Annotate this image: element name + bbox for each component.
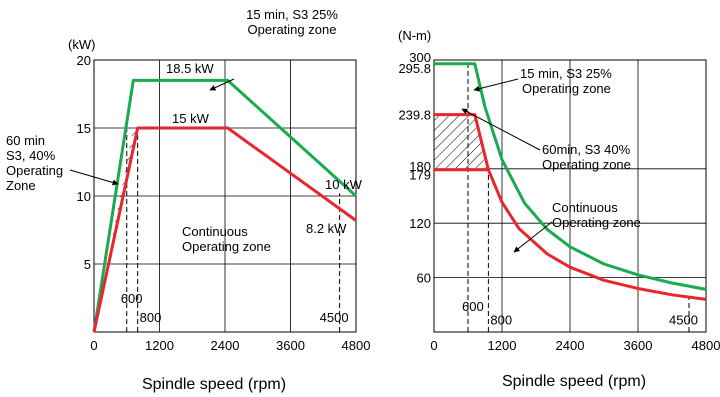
label-18-5-kw: 18.5 kW	[166, 61, 214, 76]
x-tick-label: 0	[430, 338, 437, 353]
annotation-continuous-line2: Operating zone	[182, 239, 271, 254]
y-tick-label: 60	[417, 271, 431, 286]
reference-label: 4500	[320, 310, 349, 325]
annotation-s3-40-line4: Zone	[6, 178, 36, 193]
y-tick-label: 295.8	[398, 61, 431, 76]
arrow-r-s3-40	[461, 108, 541, 151]
annotation-r-continuous-line1: Continuous	[552, 200, 618, 215]
x-tick-label: 4800	[342, 338, 371, 353]
x-tick-label: 1200	[488, 338, 517, 353]
x-tick-label: 3600	[624, 338, 653, 353]
annotation-r-s3-25-line2: Operating zone	[522, 81, 611, 96]
arrow-s3-40	[69, 169, 119, 186]
plot-frame	[433, 59, 707, 333]
x-tick-label: 2400	[211, 338, 240, 353]
x-tick-label: 2400	[556, 338, 585, 353]
y-tick-label: 300	[409, 50, 431, 65]
y-tick-label: 180	[409, 159, 431, 174]
y-tick-label: 15	[77, 121, 91, 136]
y-tick-label: 10	[77, 189, 91, 204]
torque-chart-marks	[434, 62, 707, 301]
series-line-continuous	[92, 126, 357, 333]
power-chart-xlabel: Spindle speed (rpm)	[142, 376, 286, 393]
reference-label: 600	[121, 291, 143, 306]
reference-label: 600	[462, 299, 484, 314]
arrow-r-continuous	[513, 221, 553, 253]
annotation-r-continuous-line2: Operating zone	[552, 215, 641, 230]
label-8-2-kw: 8.2 kW	[306, 221, 347, 236]
reference-label: 800	[140, 310, 162, 325]
annotation-s3-40-line1: 60 min	[6, 133, 45, 148]
torque-chart-ylabel: (N-m)	[398, 28, 431, 43]
reference-label: 800	[490, 313, 512, 328]
power-chart-ylabel: (kW)	[68, 37, 95, 52]
arrow-s3-25	[209, 78, 235, 91]
annotation-s3-25-line1: 15 min, S3 25%	[246, 7, 338, 22]
y-tick-label: 239.8	[398, 108, 431, 123]
arrow-r-s3-25	[473, 78, 519, 92]
annotation-s3-25-line2: Operating zone	[248, 22, 337, 37]
series-line-s3_40	[434, 113, 707, 301]
x-tick-label: 0	[90, 338, 97, 353]
hatch-zone	[434, 114, 489, 170]
power-chart-marks	[92, 78, 358, 333]
series-line-s3_25	[92, 78, 358, 333]
y-tick-label: 5	[84, 257, 91, 272]
annotation-r-s3-40-line2: Operating zone	[542, 157, 631, 172]
y-tick-label: 20	[77, 53, 91, 68]
annotation-s3-40-line2: S3, 40%	[6, 148, 56, 163]
annotation-s3-40-line3: Operating	[6, 163, 63, 178]
x-tick-label: 4800	[692, 338, 720, 353]
torque-chart-grid	[433, 59, 707, 333]
power-chart-ticks: 0 1200 2400 3600 4800 5 10 15 20 600 800 4500	[77, 53, 371, 353]
annotation-r-s3-25-line1: 15 min, S3 25%	[520, 66, 612, 81]
label-15-kw: 15 kW	[172, 111, 210, 126]
y-tick-label: 120	[409, 216, 431, 231]
x-tick-label: 1200	[145, 338, 174, 353]
series-line-s3_25	[434, 62, 707, 291]
label-10-kw: 10 kW	[325, 177, 363, 192]
y-tick-label: 179	[409, 168, 431, 183]
x-tick-label: 3600	[276, 338, 305, 353]
torque-chart-xlabel: Spindle speed (rpm)	[502, 373, 646, 390]
annotation-r-s3-40-line1: 60min, S3 40%	[542, 142, 631, 157]
reference-label: 4500	[669, 313, 698, 328]
annotation-continuous-line1: Continuous	[182, 224, 248, 239]
